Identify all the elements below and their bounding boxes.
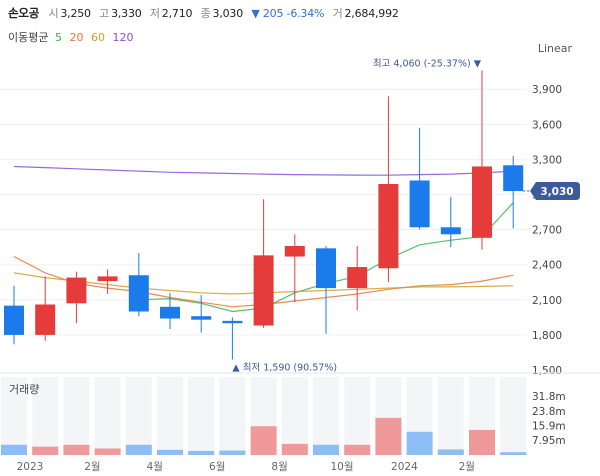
volume-tick-label: 23.8m	[532, 406, 566, 418]
x-tick-label: 2023	[17, 461, 44, 473]
open-value: 3,250	[60, 7, 91, 20]
candle-body	[4, 305, 24, 335]
moving-average-legend[interactable]: 이동평균 5 20 60 120	[8, 29, 137, 45]
x-tick-label: 4월	[147, 461, 163, 473]
close-value: 3,030	[212, 7, 244, 20]
volume-bar-track	[281, 377, 308, 455]
y-tick-label: 3,900	[532, 84, 562, 96]
x-tick-label: 2월	[459, 461, 475, 473]
low-annotation: ▲ 최저 1,590 (90.57%)	[232, 362, 337, 373]
volume-bar-track	[1, 377, 27, 455]
y-tick-label: 3,300	[532, 154, 562, 166]
high-label: 고	[99, 7, 110, 20]
volume-bar	[94, 448, 121, 455]
stock-header: 손오공 시 3,250 고 3,330 저 2,710 종 3,030 ▼ 205 -6…	[8, 5, 404, 21]
volume-bar	[1, 444, 27, 455]
ma-60-label[interactable]: 60	[90, 31, 105, 44]
ma-120-line	[13, 165, 514, 176]
volume-bar-track	[500, 377, 527, 455]
volume-bar-track	[32, 377, 59, 455]
y-tick-label: 2,700	[532, 225, 562, 237]
candle-body	[472, 166, 492, 238]
candle-body	[253, 255, 274, 326]
volume-bar-track	[157, 377, 183, 455]
change-value: ▼ 205 -6.34%	[251, 7, 325, 20]
volume-bar	[157, 449, 183, 455]
volume-bar	[125, 444, 152, 455]
last-price-tag	[530, 182, 580, 201]
volume-bar	[281, 443, 308, 455]
volume-bar-track	[94, 377, 121, 455]
candle-body	[409, 180, 430, 228]
low-value: 2,710	[161, 7, 193, 20]
candle-body	[35, 304, 56, 335]
y-tick-label: 2,100	[532, 295, 562, 307]
x-tick-label: 6월	[209, 461, 225, 473]
volume-bar-track	[219, 377, 246, 455]
candle-body	[128, 275, 149, 312]
candle-body	[66, 277, 87, 304]
volume-bar	[219, 450, 246, 455]
volume-bar	[344, 444, 371, 455]
y-tick-label: 2,400	[532, 260, 562, 272]
candle-body	[347, 267, 368, 289]
volume-tick-label: 7.95m	[532, 435, 566, 447]
ma-120-label[interactable]: 120	[112, 31, 134, 44]
volume-label: 거	[332, 7, 343, 20]
volume-bar	[188, 450, 215, 455]
volume-bar	[313, 444, 339, 455]
y-tick-label: 3,600	[532, 119, 562, 131]
high-value: 3,330	[111, 7, 142, 20]
y-tick-label: 1,500	[532, 365, 562, 377]
volume-bar	[63, 444, 90, 455]
stock-name: 손오공	[8, 6, 40, 20]
volume-bar-track	[188, 377, 215, 455]
candle-body	[284, 246, 305, 257]
close-label: 종	[200, 7, 211, 20]
ma-20-label[interactable]: 20	[69, 31, 84, 44]
candle-body	[222, 320, 243, 324]
x-tick-label: 2024	[391, 461, 418, 473]
candle-body	[316, 248, 336, 289]
volume-bar	[500, 452, 527, 455]
y-tick-label: 1,800	[532, 330, 562, 342]
ma-legend-title: 이동평균	[8, 31, 49, 44]
candle-body	[440, 227, 461, 235]
volume-bar	[250, 426, 277, 455]
volume-bar-track	[313, 377, 339, 455]
volume-bar	[406, 431, 433, 455]
volume-bar-track	[63, 377, 90, 455]
candle-body	[160, 306, 180, 319]
x-tick-label: 8월	[271, 461, 287, 473]
volume-bar	[32, 446, 59, 455]
volume-bar-track	[344, 377, 371, 455]
volume-bar-track	[125, 377, 152, 455]
candle-body	[191, 316, 212, 320]
candle-body	[97, 276, 118, 282]
volume-bar	[375, 417, 402, 455]
open-label: 시	[48, 7, 59, 20]
volume-bar	[469, 429, 495, 455]
candle-body	[503, 165, 524, 192]
low-label: 저	[149, 7, 160, 20]
high-annotation: 최고 4,060 (-25.37%) ▼	[373, 59, 482, 70]
last-price-label: 3,030	[540, 186, 573, 198]
scale-mode-toggle[interactable]: Linear	[537, 42, 572, 55]
volume-tick-label: 31.8m	[532, 391, 566, 403]
volume-bar	[437, 449, 464, 455]
volume-tick-label: 15.9m	[532, 420, 566, 432]
volume-title: 거래량	[9, 383, 40, 396]
x-tick-label: 10월	[330, 461, 353, 473]
ma-5-label[interactable]: 5	[54, 31, 62, 44]
candle-body	[378, 184, 399, 269]
volume-bar-track	[437, 377, 464, 455]
x-tick-label: 2월	[84, 461, 100, 473]
volume-value: 2,684,992	[344, 7, 399, 20]
